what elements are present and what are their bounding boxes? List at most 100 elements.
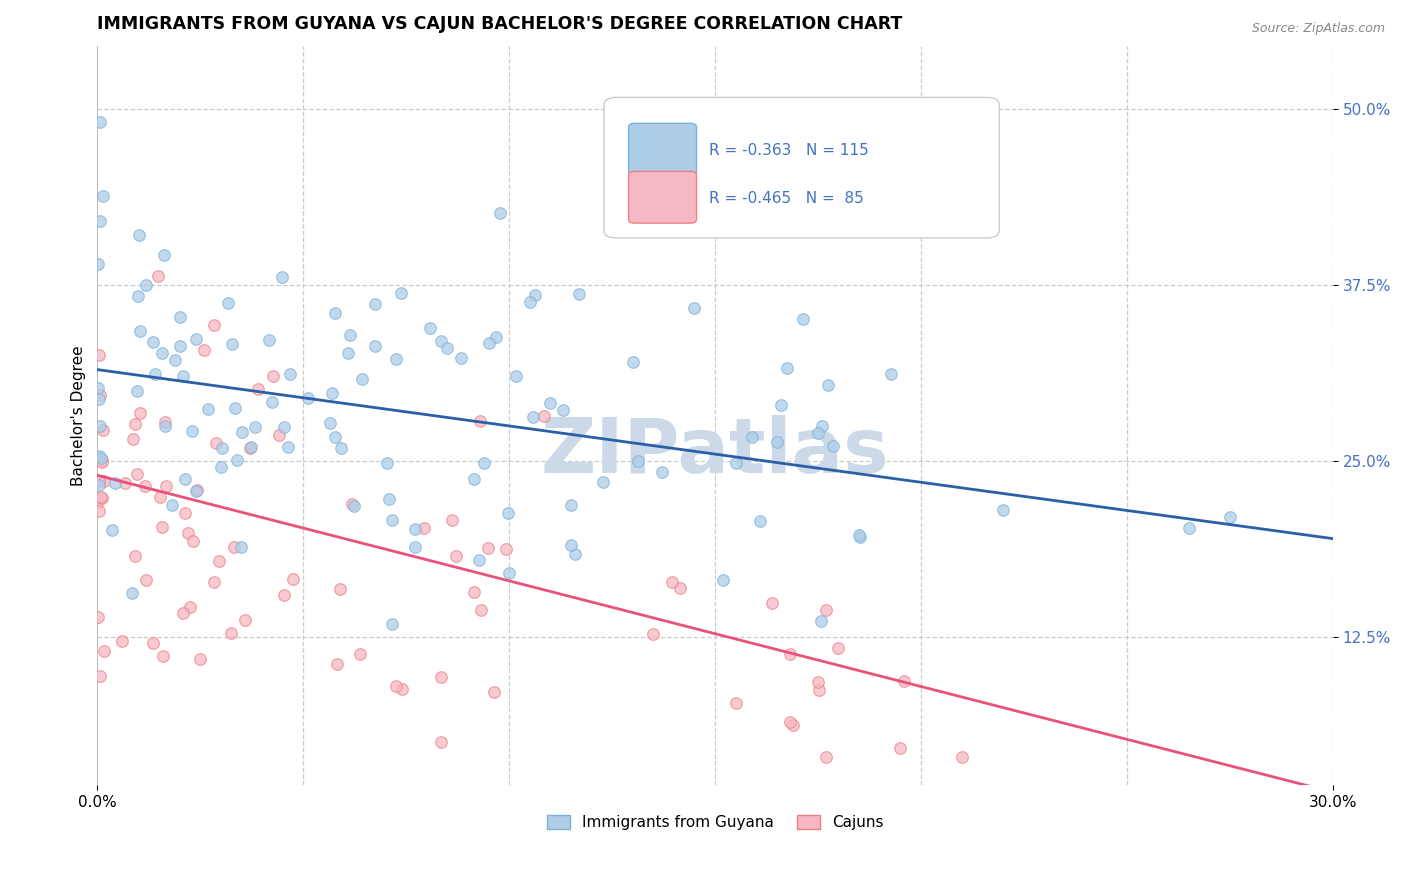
Point [463, 472, 485, 486]
Point [89, 213, 111, 227]
Point [724, 456, 747, 470]
Point [181, 424, 204, 438]
Point [381, 513, 404, 527]
Point [262, 369, 284, 384]
Point [124, 549, 146, 564]
Point [741, 430, 763, 444]
Point [385, 352, 408, 367]
Point [724, 697, 747, 711]
Point [238, 441, 260, 455]
Point [477, 541, 499, 556]
Point [134, 479, 156, 493]
Point [114, 476, 136, 491]
Point [429, 334, 451, 349]
Point [498, 566, 520, 580]
Point [560, 538, 582, 552]
Point [143, 367, 166, 381]
Point [621, 355, 644, 369]
Point [150, 520, 173, 534]
Point [477, 335, 499, 350]
Point [893, 673, 915, 688]
Point [505, 369, 527, 384]
Point [711, 573, 734, 587]
Point [155, 415, 177, 429]
Point [342, 497, 364, 511]
Point [470, 414, 492, 428]
Point [363, 297, 385, 311]
Point [172, 606, 194, 620]
Point [184, 332, 207, 346]
Point [412, 521, 434, 535]
Point [219, 625, 242, 640]
Point [211, 441, 233, 455]
Point [93, 644, 115, 658]
Point [436, 341, 458, 355]
Point [87, 392, 110, 407]
Point [184, 483, 207, 498]
Point [782, 717, 804, 731]
Point [217, 295, 239, 310]
Point [848, 528, 870, 542]
Point [519, 294, 541, 309]
Point [177, 525, 200, 540]
Point [815, 603, 838, 617]
Point [807, 683, 830, 698]
Point [627, 453, 650, 467]
Point [209, 459, 232, 474]
Point [128, 228, 150, 243]
Point [821, 438, 844, 452]
Point [429, 670, 451, 684]
Point [169, 339, 191, 353]
Point [592, 475, 614, 489]
Point [127, 289, 149, 303]
Point [271, 269, 294, 284]
Point [404, 540, 426, 554]
Point [193, 343, 215, 357]
Point [827, 641, 849, 656]
Point [321, 385, 343, 400]
Point [205, 435, 228, 450]
Point [152, 649, 174, 664]
Text: Source: ZipAtlas.com: Source: ZipAtlas.com [1251, 22, 1385, 36]
Point [87, 257, 110, 271]
Point [135, 278, 157, 293]
Point [87, 381, 110, 395]
Point [495, 541, 517, 556]
Point [993, 502, 1015, 516]
Point [148, 268, 170, 283]
Point [90, 490, 112, 504]
Point [89, 388, 111, 402]
Point [90, 455, 112, 469]
Point [224, 541, 246, 555]
Point [90, 450, 112, 465]
FancyBboxPatch shape [628, 123, 696, 175]
Point [197, 401, 219, 416]
Point [273, 588, 295, 602]
Point [389, 286, 412, 301]
Point [87, 449, 110, 463]
Point [792, 312, 814, 326]
Point [86, 496, 108, 510]
Point [89, 669, 111, 683]
Point [87, 477, 110, 491]
Point [880, 367, 903, 381]
Point [87, 347, 110, 361]
Point [325, 430, 347, 444]
Point [267, 427, 290, 442]
Point [349, 648, 371, 662]
Point [814, 750, 837, 764]
Point [181, 533, 204, 548]
Point [142, 335, 165, 350]
Point [277, 441, 299, 455]
Point [160, 498, 183, 512]
Point [533, 409, 555, 424]
Point [281, 572, 304, 586]
Point [149, 490, 172, 504]
Point [111, 634, 134, 648]
Point [683, 301, 706, 315]
Point [524, 288, 547, 302]
Point [122, 432, 145, 446]
Point [91, 188, 114, 202]
Point [889, 740, 911, 755]
Text: IMMIGRANTS FROM GUYANA VS CAJUN BACHELOR'S DEGREE CORRELATION CHART: IMMIGRANTS FROM GUYANA VS CAJUN BACHELOR… [97, 15, 903, 33]
